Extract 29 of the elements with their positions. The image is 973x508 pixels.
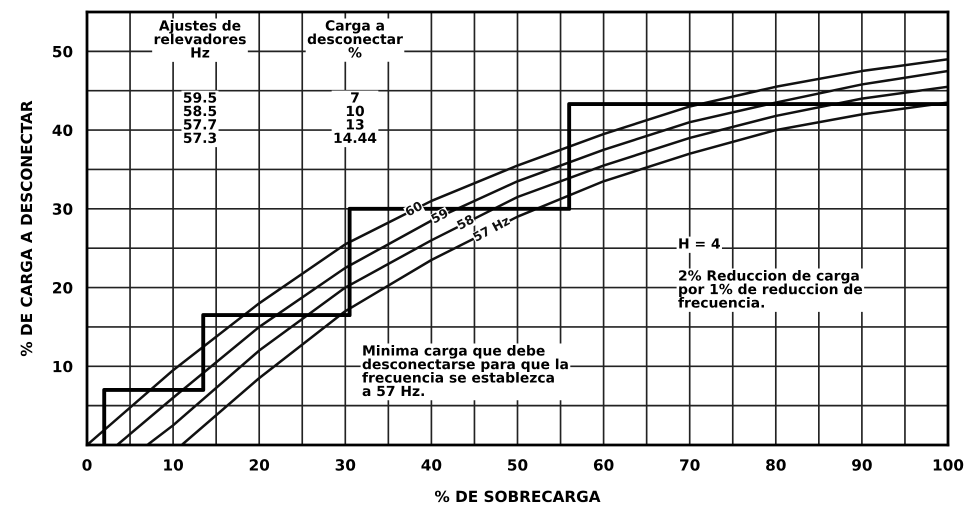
annotation: Ajustes de relevadores Hz (154, 20, 246, 58)
y-tick-label: 20 (53, 282, 72, 294)
text: 58 (456, 214, 475, 230)
x-tick-label: 0 (82, 459, 92, 471)
x-tick-label: 70 (680, 459, 700, 471)
y-tick-label: 30 (52, 203, 72, 215)
annotation: Minima carga que debe desconectarse para que la frecuencia se establezca a 57 Hz. (362, 345, 568, 396)
annotation: 59.5 58.5 57.7 57.3 (184, 92, 216, 144)
text: 60 (404, 200, 424, 217)
x-tick-label: 90 (852, 459, 872, 471)
x-tick-label: 50 (508, 459, 528, 471)
x-tick-label: 30 (336, 459, 356, 471)
x-axis-title: % DE SOBRECARGA (434, 490, 600, 502)
annotation: 2% Reduccion de carga por 1% de reduccion de frecuencia. (678, 270, 862, 308)
annotation: 7 10 13 14.44 (334, 92, 376, 143)
y-tick-label: 40 (52, 124, 72, 136)
x-tick-label: 100 (934, 459, 964, 471)
text: 57 Hz (472, 216, 510, 242)
y-tick-label: 50 (53, 46, 72, 58)
x-tick-label: 10 (164, 459, 183, 471)
x-tick-label: 40 (421, 459, 442, 471)
x-tick-label: 60 (594, 459, 614, 471)
y-axis-title: % DE CARGA A DESCONECTAR (20, 100, 32, 356)
text: 59 (430, 208, 449, 224)
x-tick-label: 20 (250, 459, 270, 471)
x-tick-label: 80 (766, 459, 786, 471)
y-tick-label: 10 (54, 360, 72, 372)
annotation: Carga a desconectar % (308, 20, 403, 58)
annotation: H = 4 (679, 238, 720, 249)
